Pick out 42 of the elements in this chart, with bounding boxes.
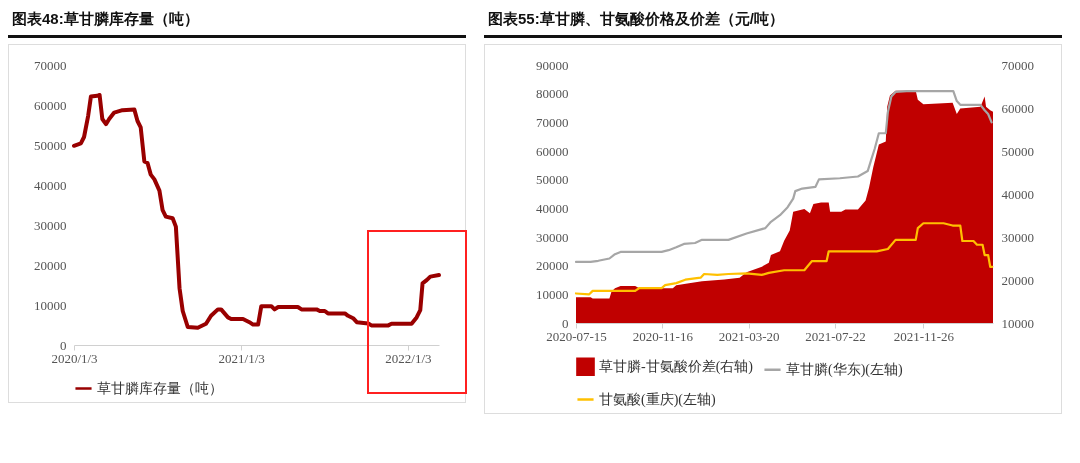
y-tick-label: 20000 <box>34 257 67 273</box>
y2-tick-label: 70000 <box>1001 57 1034 73</box>
y2-tick-label: 50000 <box>1001 143 1034 159</box>
legend-label: 甘氨酸(重庆)(左轴) <box>599 391 716 408</box>
x-tick-label: 2021-11-26 <box>893 328 955 344</box>
y-tick-label: 30000 <box>536 229 569 245</box>
y-tick-label: 70000 <box>536 114 569 130</box>
legend-label: 草甘膦-甘氨酸价差(右轴) <box>599 358 754 375</box>
y-tick-label: 60000 <box>34 97 67 113</box>
y-tick-label: 30000 <box>34 217 67 233</box>
y-tick-label: 40000 <box>536 200 569 216</box>
y-tick-label: 50000 <box>34 137 67 153</box>
y-tick-label: 80000 <box>536 86 569 102</box>
x-tick-label: 2020-07-15 <box>546 328 607 344</box>
chart-title: 图表55:草甘膦、甘氨酸价格及价差（元/吨） <box>484 4 1062 38</box>
y-tick-label: 50000 <box>536 172 569 188</box>
line-series <box>574 222 994 296</box>
x-tick-label: 2020-11-16 <box>632 328 694 344</box>
y2-tick-label: 20000 <box>1001 272 1034 288</box>
y2-tick-label: 30000 <box>1001 229 1034 245</box>
legend-label: 草甘膦库存量（吨） <box>97 380 223 396</box>
y-tick-label: 70000 <box>34 57 67 73</box>
x-tick-label: 2021-03-20 <box>718 328 780 344</box>
y-tick-label: 20000 <box>536 258 569 274</box>
x-tick-label: 2022/1/3 <box>385 350 432 366</box>
y-tick-label: 40000 <box>34 177 67 193</box>
y-tick-label: 0 <box>562 315 569 331</box>
y2-tick-label: 10000 <box>1001 315 1034 331</box>
y-tick-label: 90000 <box>536 57 569 73</box>
y-tick-label: 0 <box>60 337 67 353</box>
x-tick-label: 2021/1/3 <box>218 350 265 366</box>
y-tick-label: 10000 <box>34 297 67 313</box>
y-tick-label: 60000 <box>536 143 569 159</box>
chart-title: 图表48:草甘膦库存量（吨） <box>8 4 466 38</box>
line-series <box>574 89 993 264</box>
x-tick-label: 2020/1/3 <box>51 350 98 366</box>
y2-tick-label: 40000 <box>1001 186 1034 202</box>
line-series <box>72 93 441 330</box>
y2-tick-label: 60000 <box>1001 100 1034 116</box>
y-tick-label: 10000 <box>536 286 569 302</box>
legend-label: 草甘膦(华东)(左轴) <box>786 361 903 378</box>
x-tick-label: 2021-07-22 <box>805 328 866 344</box>
